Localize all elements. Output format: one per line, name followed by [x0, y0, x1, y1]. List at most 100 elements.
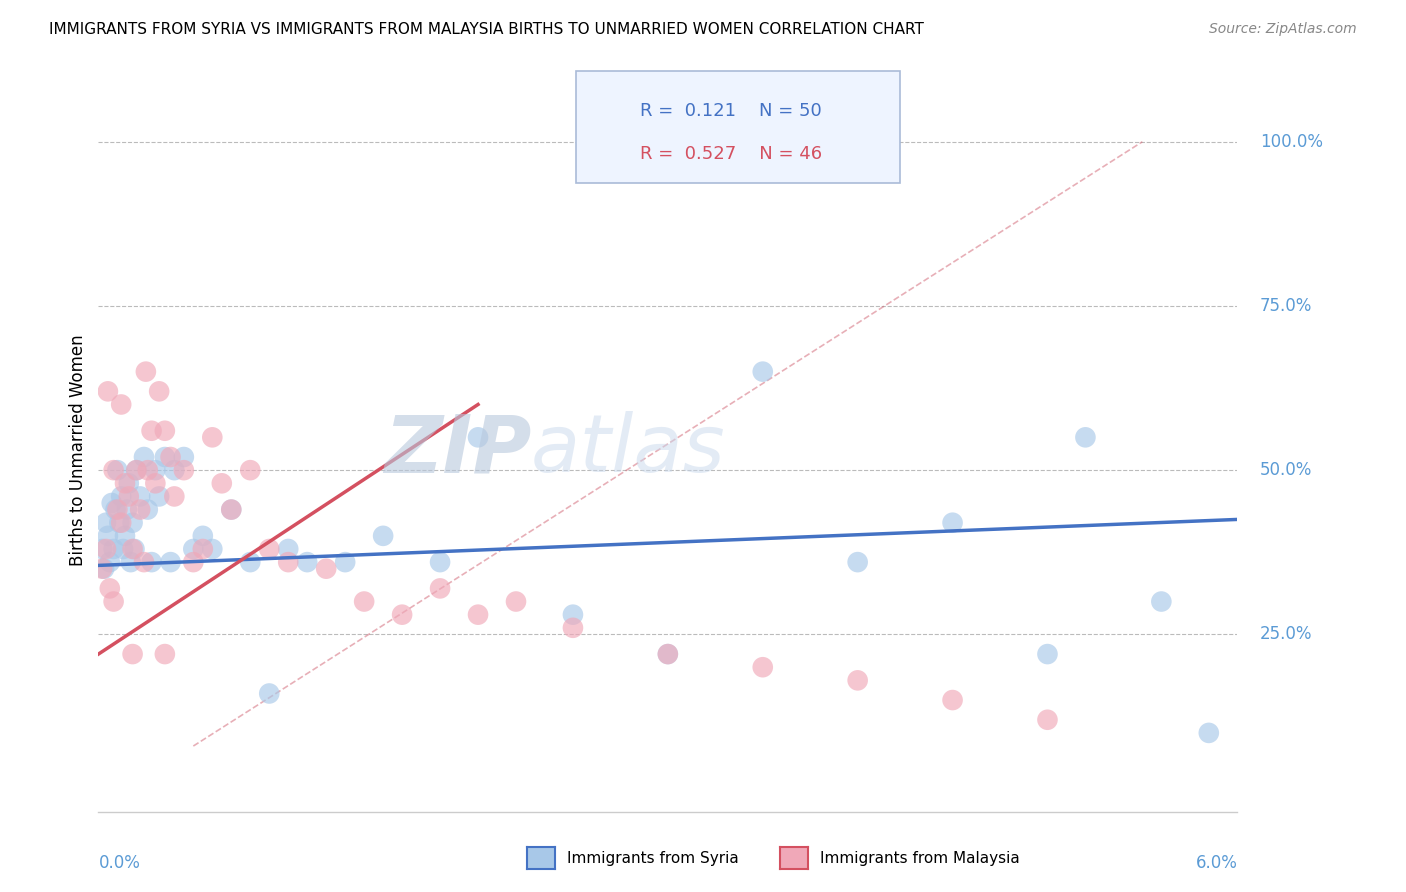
Point: [141, 424, 163, 438]
Point: [110, 397, 132, 411]
Point: [108, 516, 131, 530]
Text: 6.0%: 6.0%: [1195, 855, 1237, 872]
Point: [1074, 430, 1097, 444]
Point: [103, 541, 125, 556]
Point: [93, 562, 115, 576]
Point: [1150, 594, 1173, 608]
Point: [98, 555, 121, 569]
Point: [97, 384, 120, 399]
Point: [561, 607, 585, 622]
Point: [136, 463, 159, 477]
Point: [141, 555, 163, 569]
Point: [121, 516, 143, 530]
Point: [752, 660, 775, 674]
Point: [159, 555, 181, 569]
Text: Source: ZipAtlas.com: Source: ZipAtlas.com: [1209, 22, 1357, 37]
Point: [201, 541, 224, 556]
Point: [110, 490, 132, 504]
Text: atlas: atlas: [531, 411, 725, 490]
Text: 25.0%: 25.0%: [1260, 625, 1313, 643]
Point: [91, 562, 114, 576]
Point: [173, 450, 195, 464]
Point: [429, 555, 451, 569]
Text: Immigrants from Syria: Immigrants from Syria: [567, 851, 738, 865]
Point: [219, 502, 243, 516]
Point: [107, 502, 129, 516]
Text: 75.0%: 75.0%: [1260, 297, 1312, 315]
Point: [191, 529, 214, 543]
Point: [163, 490, 186, 504]
Point: [148, 384, 170, 399]
Y-axis label: Births to Unmarried Women: Births to Unmarried Women: [69, 334, 87, 566]
Point: [114, 529, 136, 543]
Point: [120, 555, 142, 569]
Point: [371, 529, 394, 543]
Point: [100, 496, 122, 510]
Point: [183, 555, 205, 569]
Point: [153, 450, 176, 464]
Text: 0.0%: 0.0%: [98, 855, 141, 872]
Point: [211, 476, 233, 491]
Point: [1036, 647, 1059, 661]
Point: [159, 450, 181, 464]
Point: [1198, 726, 1220, 740]
Point: [103, 463, 125, 477]
Text: IMMIGRANTS FROM SYRIA VS IMMIGRANTS FROM MALAYSIA BIRTHS TO UNMARRIED WOMEN CORR: IMMIGRANTS FROM SYRIA VS IMMIGRANTS FROM…: [49, 22, 924, 37]
Point: [335, 555, 357, 569]
Point: [846, 673, 869, 688]
Point: [110, 516, 132, 530]
Point: [97, 529, 120, 543]
Point: [94, 516, 117, 530]
Point: [467, 607, 489, 622]
Point: [259, 541, 281, 556]
Point: [259, 686, 281, 700]
Point: [657, 647, 679, 661]
Point: [391, 607, 413, 622]
Point: [467, 430, 489, 444]
Point: [114, 476, 136, 491]
Point: [163, 463, 186, 477]
Text: R =  0.121    N = 50: R = 0.121 N = 50: [640, 103, 821, 120]
Point: [153, 647, 176, 661]
Point: [239, 463, 262, 477]
Point: [752, 365, 775, 379]
Point: [657, 647, 679, 661]
Point: [239, 555, 262, 569]
Point: [277, 555, 299, 569]
Point: [125, 463, 148, 477]
Point: [183, 541, 205, 556]
Point: [1036, 713, 1059, 727]
Point: [277, 541, 299, 556]
Point: [132, 555, 155, 569]
Point: [429, 582, 451, 596]
Point: [846, 555, 869, 569]
Text: R =  0.527    N = 46: R = 0.527 N = 46: [640, 145, 823, 163]
Point: [153, 424, 176, 438]
Point: [942, 516, 965, 530]
Point: [103, 594, 125, 608]
Point: [132, 450, 155, 464]
Text: ZIP: ZIP: [384, 411, 531, 490]
Point: [98, 582, 121, 596]
Point: [353, 594, 375, 608]
Point: [942, 693, 965, 707]
Point: [118, 490, 141, 504]
Point: [112, 541, 135, 556]
Text: 50.0%: 50.0%: [1260, 461, 1312, 479]
Point: [136, 502, 159, 516]
Point: [148, 490, 170, 504]
Point: [201, 430, 224, 444]
Point: [104, 502, 127, 516]
Point: [219, 502, 243, 516]
Point: [107, 463, 129, 477]
Point: [315, 562, 337, 576]
Point: [91, 541, 114, 556]
Point: [145, 463, 166, 477]
Point: [145, 476, 166, 491]
Point: [121, 541, 143, 556]
Point: [125, 463, 148, 477]
Point: [297, 555, 319, 569]
Point: [505, 594, 527, 608]
Point: [561, 621, 585, 635]
Point: [135, 365, 157, 379]
